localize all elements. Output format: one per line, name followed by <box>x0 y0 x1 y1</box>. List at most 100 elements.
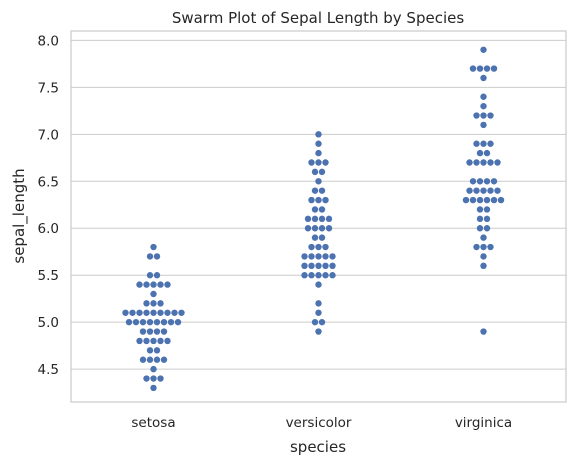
data-point-setosa <box>153 272 161 279</box>
data-point-setosa <box>143 309 150 316</box>
data-point-versicolor <box>311 215 319 223</box>
y-axis-label: sepal_length <box>10 168 29 263</box>
data-point-virginica <box>487 159 494 166</box>
data-point-setosa <box>157 375 164 382</box>
data-point-setosa <box>143 281 150 288</box>
data-point-virginica <box>487 140 494 147</box>
data-point-virginica <box>494 187 501 194</box>
x-tick-label: virginica <box>455 415 512 431</box>
data-point-setosa <box>160 318 168 326</box>
points-layer <box>122 46 505 392</box>
data-point-virginica <box>476 196 484 204</box>
data-point-virginica <box>483 65 491 72</box>
data-point-virginica <box>483 178 491 185</box>
data-point-setosa <box>153 318 161 326</box>
data-point-setosa <box>146 318 154 326</box>
data-point-versicolor <box>315 262 322 270</box>
data-point-setosa <box>150 309 157 316</box>
data-point-versicolor <box>311 234 319 241</box>
plot-frame <box>70 30 567 403</box>
data-point-versicolor <box>315 300 322 307</box>
data-point-setosa <box>167 318 175 326</box>
data-point-versicolor <box>322 196 329 204</box>
data-point-setosa <box>174 318 182 326</box>
data-point-setosa <box>164 309 171 316</box>
data-point-virginica <box>469 178 477 185</box>
data-point-setosa <box>136 309 143 316</box>
data-point-versicolor <box>315 328 322 335</box>
data-point-setosa <box>171 309 178 316</box>
data-point-versicolor <box>304 215 312 223</box>
data-point-setosa <box>143 375 150 382</box>
data-point-setosa <box>139 356 147 363</box>
data-point-virginica <box>480 262 487 270</box>
data-point-virginica <box>476 178 484 185</box>
data-point-virginica <box>487 243 494 251</box>
data-point-virginica <box>473 159 480 166</box>
data-point-versicolor <box>315 149 322 157</box>
data-point-setosa <box>150 375 157 382</box>
data-point-versicolor <box>325 215 333 223</box>
x-tick-label: setosa <box>131 415 175 431</box>
data-point-versicolor <box>318 206 326 213</box>
data-point-setosa <box>153 253 161 260</box>
data-point-versicolor <box>315 253 322 260</box>
data-point-setosa <box>164 281 171 288</box>
data-point-setosa <box>157 300 164 307</box>
data-point-versicolor <box>322 262 329 270</box>
data-point-versicolor <box>322 253 329 260</box>
data-point-virginica <box>487 112 494 119</box>
data-point-versicolor <box>315 178 322 185</box>
y-tick-labels: 4.5 5.0 5.5 6.0 6.5 7.0 7.5 8.0 <box>38 33 59 378</box>
data-point-setosa <box>132 318 140 326</box>
data-point-versicolor <box>329 253 336 260</box>
y-tick-label: 4.5 <box>38 362 59 378</box>
data-point-virginica <box>494 159 501 166</box>
data-point-virginica <box>480 328 487 335</box>
data-point-versicolor <box>311 187 319 194</box>
data-point-virginica <box>473 140 480 147</box>
data-point-versicolor <box>315 196 322 204</box>
data-point-versicolor <box>311 168 319 176</box>
data-point-virginica <box>490 178 498 185</box>
data-point-virginica <box>480 253 487 260</box>
data-point-setosa <box>136 337 143 345</box>
data-point-versicolor <box>308 272 315 279</box>
data-point-setosa <box>125 318 133 326</box>
data-point-setosa <box>157 281 164 288</box>
data-point-virginica <box>480 187 487 194</box>
data-point-virginica <box>483 206 491 213</box>
data-point-virginica <box>476 215 484 223</box>
data-point-virginica <box>476 149 484 157</box>
data-point-setosa <box>146 272 154 279</box>
data-point-virginica <box>469 196 477 204</box>
data-point-setosa <box>178 309 185 316</box>
data-point-virginica <box>473 187 480 194</box>
data-point-versicolor <box>311 225 319 232</box>
y-tick-label: 7.5 <box>38 80 59 96</box>
data-point-virginica <box>476 206 484 213</box>
data-point-virginica <box>483 196 491 204</box>
data-point-versicolor <box>329 272 336 279</box>
data-point-setosa <box>150 281 157 288</box>
data-point-versicolor <box>315 140 322 147</box>
data-point-setosa <box>160 356 168 363</box>
data-point-virginica <box>483 215 491 223</box>
data-point-setosa <box>136 281 143 288</box>
data-point-virginica <box>473 112 480 119</box>
data-point-virginica <box>480 46 487 53</box>
data-point-setosa <box>146 347 154 354</box>
data-point-setosa <box>143 337 150 345</box>
data-point-setosa <box>150 337 157 345</box>
data-point-setosa <box>150 365 157 373</box>
y-tick-label: 6.5 <box>38 174 59 190</box>
data-point-virginica <box>480 243 487 251</box>
data-point-setosa <box>146 253 154 260</box>
data-point-setosa <box>153 328 161 335</box>
y-tick-label: 8.0 <box>38 33 59 49</box>
data-point-versicolor <box>308 159 315 166</box>
data-point-setosa <box>146 328 154 335</box>
data-point-versicolor <box>301 272 308 279</box>
